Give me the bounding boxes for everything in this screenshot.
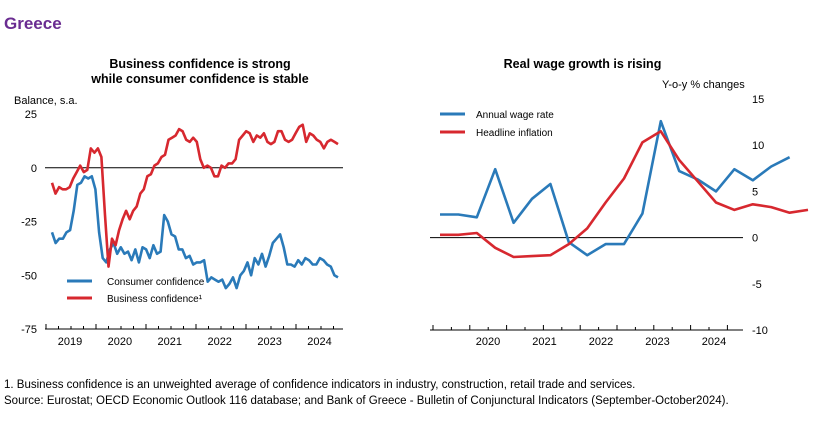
chart1-xtick-label: 2019 xyxy=(58,336,82,348)
chart1-xtick-label: 2021 xyxy=(158,336,182,348)
chart1-title-line2: while consumer confidence is stable xyxy=(91,72,309,86)
chart1-xtick-label: 2022 xyxy=(207,336,231,348)
page-title: Greece xyxy=(4,14,62,33)
chart2-xtick-label: 2024 xyxy=(702,336,726,348)
chart1-xtick-label: 2024 xyxy=(307,336,331,348)
chart2-ytick-label: 0 xyxy=(752,233,758,245)
chart2-xtick-label: 2020 xyxy=(476,336,500,348)
chart2-title: Real wage growth is rising xyxy=(503,57,662,71)
chart2-ytick-label: 10 xyxy=(752,140,764,152)
legend-consumer-label: Consumer confidence xyxy=(107,277,205,288)
chart1-xtick-label: 2020 xyxy=(108,336,132,348)
notes: 1. Business confidence is an unweighted … xyxy=(4,377,729,409)
chart1-title-line1: Business confidence is strong xyxy=(109,57,291,71)
footnote: 1. Business confidence is an unweighted … xyxy=(4,379,636,391)
chart1-ytick-label: 0 xyxy=(31,163,37,175)
chart1-ytick-label: 25 xyxy=(25,109,37,121)
chart2-ytick-label: -5 xyxy=(752,279,762,291)
chart1-ytick-label: -75 xyxy=(21,324,37,336)
chart1-xtick-label: 2023 xyxy=(257,336,281,348)
chart2-xtick-label: 2022 xyxy=(589,336,613,348)
chart2-xtick-label: 2023 xyxy=(645,336,669,348)
chart2-xtick-label: 2021 xyxy=(532,336,556,348)
consumer-confidence-line xyxy=(50,175,339,290)
legend-business-label: Business confidence¹ xyxy=(107,294,203,305)
chart1-ylabel: Balance, s.a. xyxy=(14,95,78,107)
chart2-ytick-label: -10 xyxy=(752,325,768,337)
business-confidence-line xyxy=(50,123,339,268)
source-note: Source: Eurostat; OECD Economic Outlook … xyxy=(4,395,729,407)
annual-wage-rate-line xyxy=(440,119,791,257)
chart2-ylabel: Y-o-y % changes xyxy=(662,79,745,91)
chart1-ytick-label: -50 xyxy=(21,270,37,282)
chart1-ytick-label: -25 xyxy=(21,217,37,229)
headline-inflation-line xyxy=(440,130,809,259)
chart2-ytick-label: 15 xyxy=(752,94,764,106)
chart1-title: Business confidence is strong while cons… xyxy=(40,57,360,87)
legend-inflation-label: Headline inflation xyxy=(476,128,553,139)
chart2-ytick-label: 5 xyxy=(752,186,758,198)
legend-wage-label: Annual wage rate xyxy=(476,110,554,121)
